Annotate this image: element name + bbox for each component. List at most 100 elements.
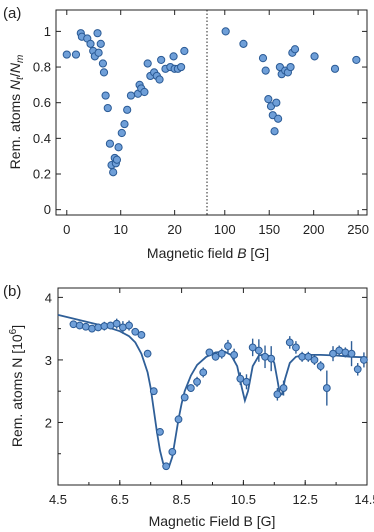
panel-a-data-point [126,91,136,100]
panel-a-x-tick-label: 250 [347,222,369,237]
panel-b-data-point [279,384,288,392]
panel-b-x-tick-label: 10.5 [231,492,256,507]
panel-a-data-point [140,87,149,97]
panel-b-data-point [242,377,251,386]
panel-b-data-point [285,338,294,347]
panel-b-data-point [267,354,276,363]
panel-b-data-point [168,447,177,456]
panel-a-y-label-sub1: t [15,76,26,80]
panel-b-data-point [217,349,226,358]
panel-b-data-point [360,356,368,364]
panel-b-label: (b) [3,283,21,300]
panel-b-data-point [341,348,350,357]
panel-b-data-point [304,352,313,361]
panel-a-x-axis-label: Magnetic field B [G] [147,245,269,261]
panel-b-data-point [230,351,239,359]
panel-b-data-point [174,415,183,424]
panel-b-frame [57,287,368,486]
panel-b-data-point [75,321,84,330]
panel-b-data-point [347,349,356,358]
panel-a-data-point [180,46,189,56]
panel-b-data-point [310,356,319,364]
panel-a-data-point [103,103,112,113]
panel-a-y-ticks: 0 0.2 0.4 0.6 0.8 1 [33,24,367,217]
panel-a-data-point [157,55,166,65]
panel-a-y-tick-label: 0.8 [33,60,51,75]
panel-a-data-point [94,48,103,57]
panel-b-x-tick-label: 8.5 [173,492,191,507]
panel-b-fit-curve [57,314,368,470]
panel-a-data-point [143,59,152,68]
panel-a-data-point [86,39,95,48]
panel-b-data-point [329,349,337,358]
panel-a-x-label-prefix: Magnetic field [147,245,237,261]
panel-a-data-point [270,127,279,136]
panel-a-y-label-n1: N [7,79,23,90]
panel-a-x-ticks-left: 0 10 20 [63,10,182,237]
panel-a-y-label-prefix: Rem. atoms [7,90,23,169]
panel-a-x-label-suffix: [G] [247,245,270,261]
panel-a-data-point [120,119,129,129]
panel-a-data-point [221,27,230,36]
panel-a-data-point [101,91,110,100]
panel-a-y-tick-label: 1 [44,24,51,39]
panel-a-data-point [177,62,186,72]
panel-a-data-point [274,114,283,123]
panel-b-data-point [211,352,220,361]
panel-b-y-tick-label: 4 [45,290,52,305]
panel-b-data-point [248,343,257,352]
panel-b-data-point [316,362,325,371]
panel-b: (b) 2 3 4 4.5 6.5 8.5 10.5 12.5 14.5 Rem. atoms… [3,283,374,529]
panel-a-y-tick-label: 0.2 [33,167,51,182]
panel-a-data-point [352,55,361,65]
panel-b-y-label-prefix: Rem. atoms N [10 [9,334,25,447]
panel-b-data-point [205,348,214,357]
panel-b-data-point [292,343,300,352]
panel-a-x-tick-label: 20 [167,222,181,237]
panel-a-y-label-slash: / [7,73,23,77]
panel-b-data-point [125,321,133,330]
panel-b-x-ticks: 4.5 6.5 8.5 10.5 12.5 14.5 [49,288,374,507]
panel-a-y-tick-label: 0.6 [33,95,51,110]
panel-b-data-point [224,342,232,351]
panel-b-data-point [186,384,195,392]
panel-a-data-point [261,66,270,75]
panel-a-points [62,27,361,177]
panel-a-data-point [258,54,268,63]
panel-a-data-point [117,128,126,138]
panel-b-x-tick-label: 12.5 [293,492,318,507]
panel-b-data-point [162,462,171,471]
panel-a-data-point [123,105,132,114]
panel-a-data-point [239,39,248,48]
panel-b-data-point [322,384,331,392]
panel-a-data-point [310,52,319,61]
panel-b-data-point [254,346,263,355]
panel-b-y-tick-label: 3 [45,353,52,368]
panel-a-data-point [109,168,118,177]
panel-a-data-point [98,59,108,68]
panel-b-x-tick-label: 14.5 [354,492,374,507]
panel-b-data-point [199,368,208,377]
panel-b-data-point [353,365,362,374]
panel-a-x-tick-label: 150 [258,222,280,237]
panel-a-x-tick-label: 0 [63,222,70,237]
panel-a: (a) 0 0.2 0.4 0.6 0.8 1 0 10 20 100 150 200 250 Re… [3,5,369,261]
panel-a-y-axis-label: Rem. atoms Nt/Nm [7,55,26,170]
panel-a-data-point [330,64,340,73]
panel-b-data-point [137,331,146,339]
panel-a-frame [55,9,368,216]
panel-a-y-tick-label: 0.4 [33,131,51,146]
panel-a-data-point [96,39,105,48]
panel-b-data-point [236,374,245,383]
panel-a-data-point [272,98,281,107]
panel-b-y-tick-label: 2 [45,415,52,430]
panel-a-data-point [99,68,109,77]
panel-a-data-point [114,143,123,152]
panel-a-y-label-n2: N [7,62,23,73]
panel-b-x-tick-label: 6.5 [111,492,129,507]
panel-b-data-point [149,387,158,396]
panel-a-data-point [264,95,273,104]
panel-a-data-point [105,139,115,148]
panel-a-x-ticks-right: 100 150 200 250 [214,10,369,237]
